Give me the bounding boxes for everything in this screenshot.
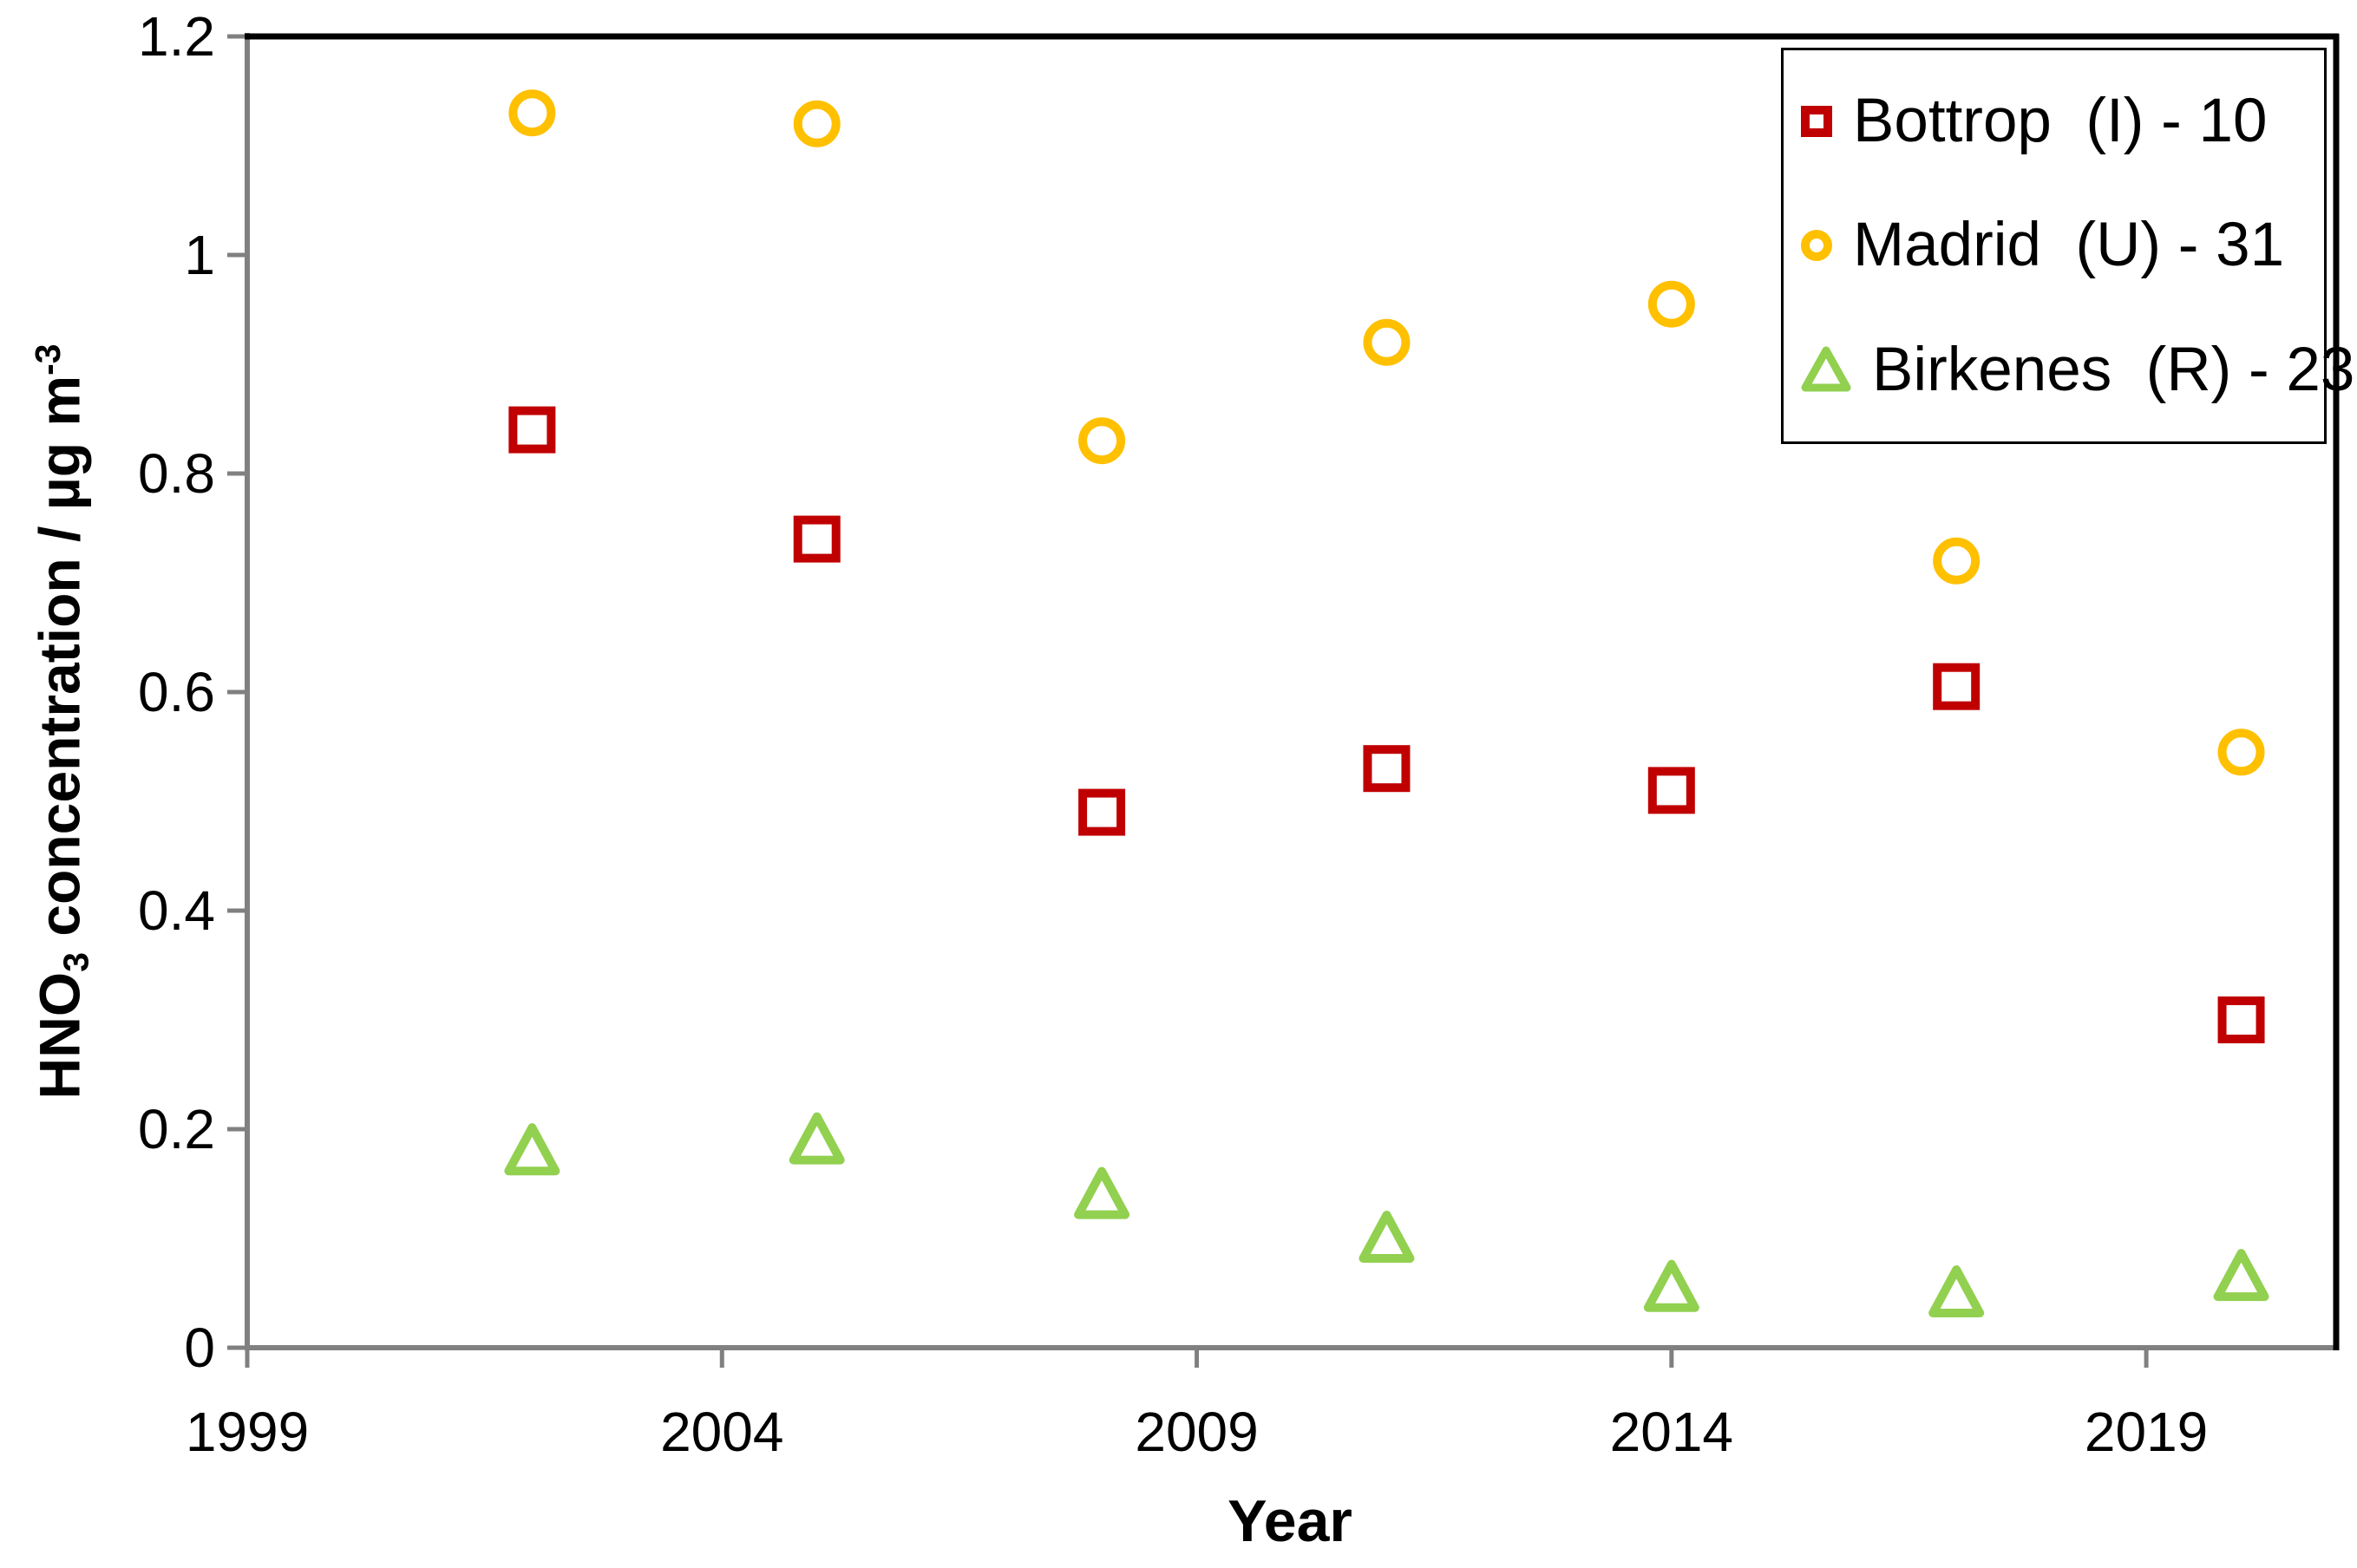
data-point-birkenes — [1928, 1265, 1985, 1317]
data-point-birkenes — [789, 1112, 845, 1165]
circle-marker-icon — [1801, 230, 1832, 262]
triangle-marker-icon — [1801, 345, 1851, 396]
legend-item-birkenes: Birkenes (R) - 23 — [1801, 336, 2354, 404]
legend: Bottrop (I) - 10 Madrid (U) - 31 Birkene… — [1781, 48, 2354, 444]
x-tick-label: 2009 — [1135, 1401, 1259, 1463]
data-point-birkenes — [2213, 1249, 2269, 1302]
y-tick-label: 1 — [184, 224, 215, 286]
data-point-madrid — [1078, 417, 1126, 465]
y-tick-label: 0.6 — [138, 661, 215, 723]
data-point-bottrop — [1933, 663, 1981, 710]
legend-label-madrid: Madrid (U) - 31 — [1853, 211, 2285, 280]
data-point-bottrop — [2217, 996, 2265, 1043]
data-point-madrid — [1933, 537, 1981, 585]
data-point-bottrop — [1363, 745, 1411, 793]
data-point-madrid — [2217, 728, 2265, 776]
data-point-bottrop — [1078, 788, 1126, 836]
x-axis-title: Year — [1228, 1488, 1352, 1554]
data-point-birkenes — [1359, 1211, 1415, 1263]
data-point-birkenes — [1643, 1259, 1699, 1312]
y-tick-label: 0.8 — [138, 442, 215, 505]
data-point-madrid — [1647, 280, 1695, 328]
legend-item-bottrop: Bottrop (I) - 10 — [1801, 86, 2319, 155]
y-tick-label: 0.4 — [138, 879, 215, 942]
x-tick-label: 1999 — [185, 1401, 310, 1463]
x-tick-label: 2004 — [660, 1401, 784, 1463]
legend-item-madrid: Madrid (U) - 31 — [1801, 212, 2319, 279]
y-tick-label: 1.2 — [138, 5, 215, 68]
y-axis-title-subscript: 3 — [56, 952, 96, 972]
data-point-bottrop — [793, 515, 841, 563]
y-axis-title: HNO3 concentration / µg m-3 — [11, 28, 96, 1415]
data-point-birkenes — [504, 1123, 560, 1176]
y-tick-label: 0.2 — [138, 1098, 215, 1160]
data-point-madrid — [793, 100, 841, 147]
data-point-madrid — [1363, 318, 1411, 366]
y-axis-title-superscript: -3 — [28, 343, 68, 376]
data-point-bottrop — [508, 406, 556, 454]
y-tick-label: 0 — [184, 1316, 215, 1379]
y-axis-title-text-mid: concentration / µg m — [27, 375, 92, 953]
square-marker-icon — [1801, 105, 1832, 137]
data-point-birkenes — [1074, 1166, 1130, 1219]
legend-label-birkenes: Birkenes (R) - 23 — [1872, 336, 2355, 405]
x-tick-label: 2014 — [1609, 1401, 1733, 1463]
data-point-bottrop — [1647, 767, 1695, 814]
x-tick-label: 2019 — [2084, 1401, 2209, 1463]
legend-label-bottrop: Bottrop (I) - 10 — [1853, 86, 2268, 155]
data-point-madrid — [508, 89, 556, 137]
y-axis-title-text: HNO — [27, 971, 92, 1100]
